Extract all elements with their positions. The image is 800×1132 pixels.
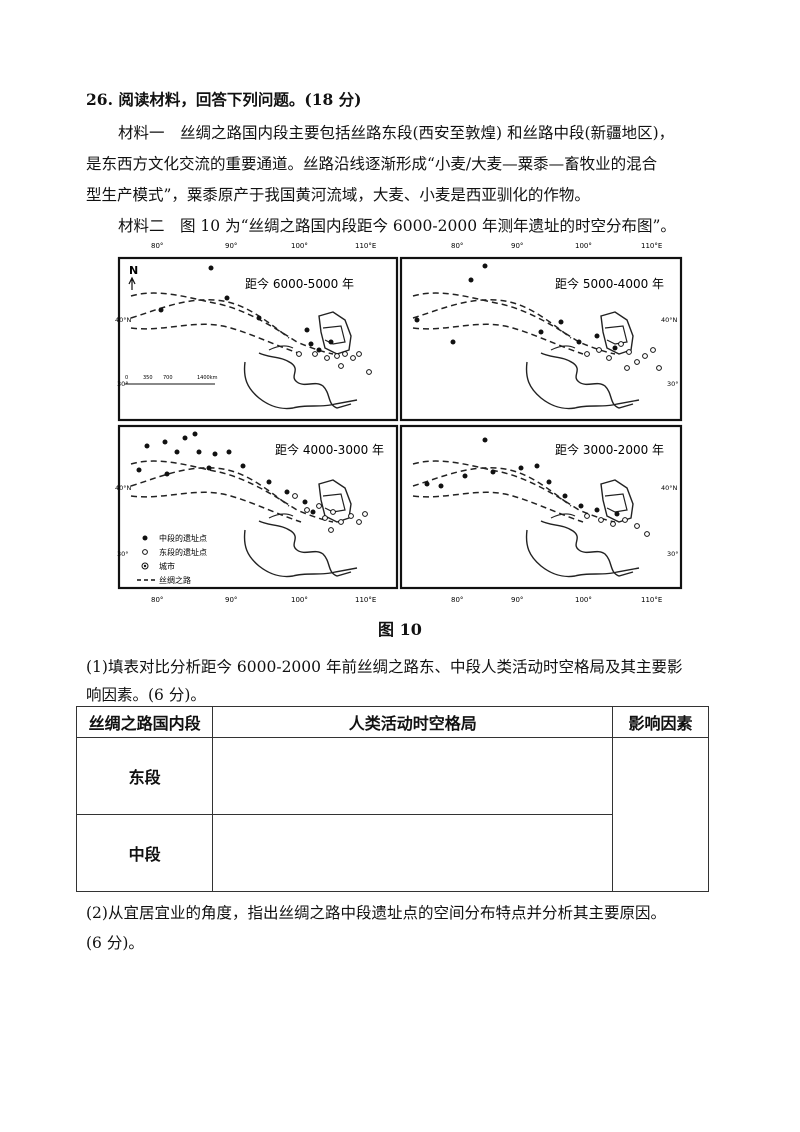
panel-title: 距今 6000-5000 年 bbox=[245, 276, 354, 291]
row-label-middle: 中段 bbox=[75, 814, 214, 892]
lon-label: 90° bbox=[511, 242, 523, 250]
panel-title: 距今 3000-2000 年 bbox=[555, 442, 664, 457]
table-header-pattern: 人类活动时空格局 bbox=[212, 706, 614, 738]
figure-10-maps: N 0 350 700 1400km 距今 6000-5000 年 bbox=[115, 236, 685, 608]
legend-city-icon bbox=[143, 564, 147, 568]
north-label: N bbox=[129, 264, 138, 277]
lon-label: 90° bbox=[225, 596, 237, 604]
map-panel-frame bbox=[399, 256, 683, 422]
lat-label: 40°N bbox=[661, 316, 678, 324]
question-header: 26. 阅读材料，回答下列问题。(18 分) bbox=[86, 90, 362, 109]
map-panel-frame bbox=[399, 424, 683, 590]
lon-label: 80° bbox=[151, 596, 163, 604]
lat-label: 30° bbox=[117, 550, 129, 558]
legend-filled-dot-icon bbox=[142, 535, 148, 541]
lon-label: 80° bbox=[451, 242, 463, 250]
material1-line-3: 型生产模式”，粟黍原产于我国黄河流域，大麦、小麦是西亚驯化的作物。 bbox=[86, 186, 590, 204]
legend-open-dot-icon bbox=[142, 549, 148, 555]
lat-label: 30° bbox=[117, 380, 129, 388]
north-arrow-icon bbox=[128, 276, 136, 290]
panel-title: 距今 4000-3000 年 bbox=[275, 442, 384, 457]
sub1-line-1: (1)填表对比分析距今 6000-2000 年前丝绸之路东、中段人类活动时空格局… bbox=[86, 658, 683, 676]
lon-label: 110°E bbox=[641, 596, 662, 604]
table-header-factors: 影响因素 bbox=[612, 706, 709, 738]
material1-line-2: 是东西方文化交流的重要通道。丝路沿线逐渐形成“小麦/大麦—粟黍—畜牧业的混合 bbox=[86, 155, 658, 173]
answer-cell-east-pattern[interactable] bbox=[212, 737, 614, 815]
answer-cell-factors[interactable] bbox=[612, 737, 709, 892]
lon-label: 100° bbox=[575, 242, 592, 250]
lat-label: 40°N bbox=[661, 484, 678, 492]
lon-label: 100° bbox=[291, 596, 308, 604]
lon-label: 100° bbox=[575, 596, 592, 604]
sub2-line-2: (6 分)。 bbox=[86, 934, 144, 952]
material1-line-1: 材料一 丝绸之路国内段主要包括丝路东段(西安至敦煌) 和丝路中段(新疆地区)， bbox=[118, 124, 675, 142]
lat-label: 30° bbox=[667, 380, 679, 388]
svg-text:0: 0 bbox=[125, 375, 128, 381]
table-header-segment: 丝绸之路国内段 bbox=[75, 706, 214, 738]
figure-caption: 图 10 bbox=[378, 620, 422, 639]
answer-table: 丝绸之路国内段 人类活动时空格局 影响因素 东段 中段 bbox=[75, 706, 709, 892]
lon-label: 110°E bbox=[355, 596, 376, 604]
lon-label: 80° bbox=[451, 596, 463, 604]
lon-label: 110°E bbox=[355, 242, 376, 250]
lon-label: 110°E bbox=[641, 242, 662, 250]
svg-text:350: 350 bbox=[143, 375, 153, 381]
lon-label: 90° bbox=[511, 596, 523, 604]
legend-label: 东段的遗址点 bbox=[159, 547, 207, 557]
material2-line: 材料二 图 10 为“丝绸之路国内段距今 6000-2000 年测年遗址的时空分… bbox=[118, 217, 676, 235]
svg-text:1400km: 1400km bbox=[197, 375, 218, 381]
legend-label: 中段的遗址点 bbox=[159, 533, 207, 543]
row-label-east: 东段 bbox=[75, 737, 214, 815]
lon-label: 100° bbox=[291, 242, 308, 250]
lat-label: 40°N bbox=[115, 316, 132, 324]
lat-label: 30° bbox=[667, 550, 679, 558]
lon-label: 80° bbox=[151, 242, 163, 250]
legend-label: 城市 bbox=[159, 561, 175, 571]
sub1-line-2: 响因素。(6 分)。 bbox=[86, 686, 206, 704]
legend-label: 丝绸之路 bbox=[159, 575, 191, 585]
lat-label: 40°N bbox=[115, 484, 132, 492]
sub2-line-1: (2)从宜居宜业的角度，指出丝绸之路中段遗址点的空间分布特点并分析其主要原因。 bbox=[86, 904, 666, 922]
answer-cell-middle-pattern[interactable] bbox=[212, 814, 614, 892]
lon-label: 90° bbox=[225, 242, 237, 250]
svg-text:700: 700 bbox=[163, 375, 173, 381]
panel-title: 距今 5000-4000 年 bbox=[555, 276, 664, 291]
